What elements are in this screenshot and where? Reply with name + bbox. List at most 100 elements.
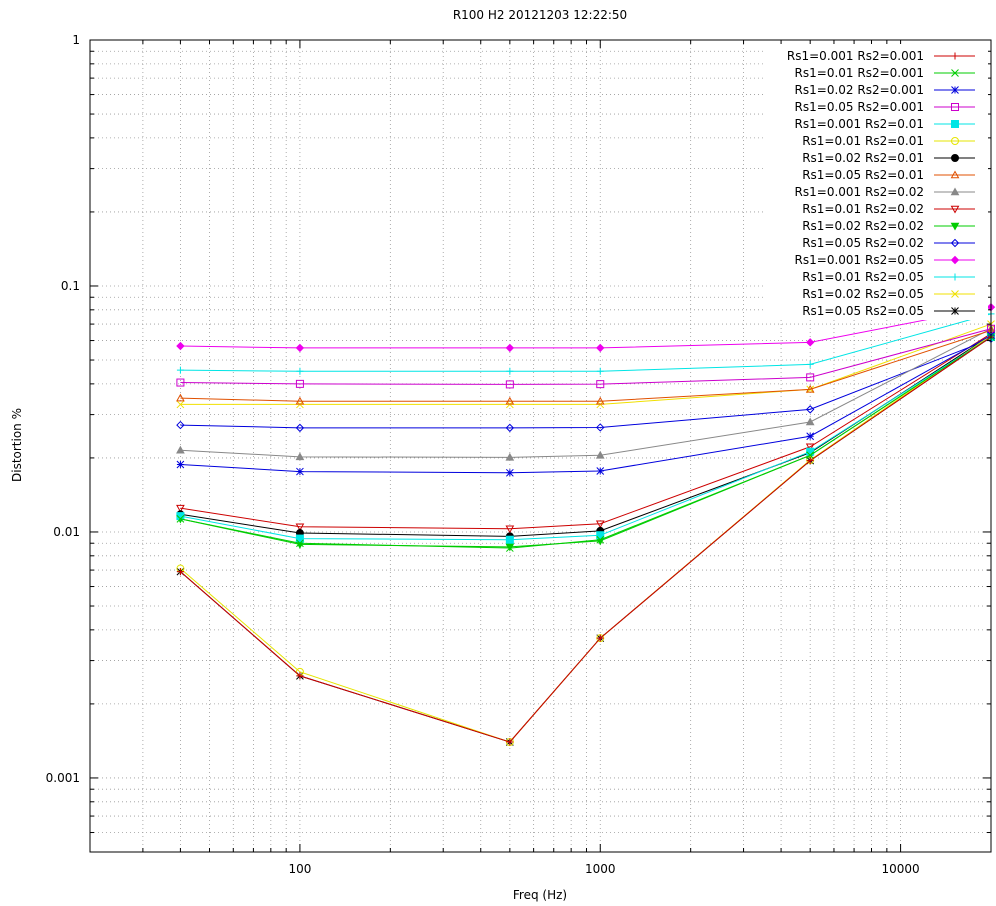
data-point	[295, 396, 305, 405]
data-point	[176, 504, 185, 513]
data-point	[176, 445, 185, 454]
legend-swatch-marker	[951, 290, 959, 298]
x-tick-label: 1000	[585, 862, 616, 876]
x-tick-label: 10000	[881, 862, 919, 876]
legend-swatch-marker	[951, 273, 959, 281]
legend-item: Rs1=0.001 Rs2=0.05	[795, 253, 975, 267]
data-point	[596, 343, 605, 353]
data-point	[596, 423, 605, 432]
data-point	[506, 738, 514, 746]
data-point	[505, 423, 515, 433]
legend-item: Rs1=0.02 Rs2=0.001	[795, 83, 975, 97]
data-point	[505, 535, 514, 544]
data-point	[505, 468, 514, 477]
data-point	[805, 417, 815, 426]
legend-label: Rs1=0.001 Rs2=0.01	[795, 117, 924, 131]
data-point	[296, 467, 304, 476]
data-point	[295, 343, 305, 353]
legend-swatch-marker	[951, 69, 959, 77]
data-point	[805, 443, 815, 452]
data-point	[176, 460, 185, 469]
data-point	[595, 450, 605, 459]
legend-item: Rs1=0.01 Rs2=0.02	[802, 202, 975, 216]
data-point	[595, 396, 605, 405]
series-line	[180, 336, 992, 743]
data-point	[505, 452, 515, 461]
data-point	[295, 423, 305, 433]
series-line	[180, 323, 992, 405]
legend-label: Rs1=0.01 Rs2=0.001	[795, 66, 924, 80]
data-point	[176, 400, 185, 409]
legend-swatch-marker	[950, 255, 960, 265]
data-point	[805, 338, 815, 347]
data-point	[176, 568, 184, 576]
data-point	[296, 539, 304, 548]
legend-swatch-marker	[950, 187, 960, 196]
legend-item: Rs1=0.05 Rs2=0.001	[795, 100, 975, 114]
legend-item: Rs1=0.02 Rs2=0.05	[802, 287, 975, 301]
legend-swatch-marker	[951, 52, 959, 60]
legend-item: Rs1=0.05 Rs2=0.05	[802, 304, 975, 318]
series-line	[180, 306, 992, 349]
legend-item: Rs1=0.02 Rs2=0.02	[802, 219, 975, 233]
data-point	[506, 367, 514, 375]
legend-item: Rs1=0.02 Rs2=0.01	[802, 151, 975, 165]
legend-item: Rs1=0.05 Rs2=0.02	[802, 236, 975, 250]
data-point	[295, 452, 305, 461]
data-point	[595, 520, 605, 529]
data-point	[806, 373, 815, 382]
series-10	[176, 330, 996, 534]
series-12	[176, 334, 996, 433]
data-point	[295, 523, 305, 532]
series-line	[180, 333, 992, 530]
data-point	[505, 543, 515, 552]
series-9	[176, 324, 996, 461]
series-line	[180, 313, 992, 372]
legend-label: Rs1=0.05 Rs2=0.001	[795, 100, 924, 114]
series-line	[180, 336, 992, 541]
legend-swatch-marker	[950, 170, 960, 179]
data-point	[296, 367, 304, 375]
legend-label: Rs1=0.01 Rs2=0.05	[802, 270, 924, 284]
series-line	[180, 329, 992, 402]
legend-label: Rs1=0.05 Rs2=0.05	[802, 304, 924, 318]
legend-item: Rs1=0.001 Rs2=0.02	[795, 185, 975, 199]
legend-swatch-marker	[950, 205, 960, 214]
series-8	[176, 325, 996, 405]
chart-title: R100 H2 20121203 12:22:50	[453, 8, 627, 22]
axes: 100 1000 10000 0.001 0.01 0.1 1	[46, 33, 992, 876]
legend-swatch-marker	[951, 307, 959, 315]
legend-label: Rs1=0.02 Rs2=0.001	[795, 83, 924, 97]
x-axis-label: Freq (Hz)	[513, 888, 567, 902]
data-point	[296, 672, 304, 680]
data-point	[176, 378, 185, 387]
data-point	[176, 341, 185, 351]
legend-label: Rs1=0.001 Rs2=0.001	[787, 49, 924, 63]
y-axis-label: Distortion %	[10, 408, 24, 482]
y-tick-label: 1	[72, 33, 80, 47]
data-point	[596, 535, 605, 544]
legend-label: Rs1=0.02 Rs2=0.01	[802, 151, 924, 165]
legend-label: Rs1=0.05 Rs2=0.02	[802, 236, 924, 250]
data-point	[176, 515, 185, 523]
data-point	[805, 384, 815, 393]
legend: Rs1=0.001 Rs2=0.001 Rs1=0.01 Rs2=0.001 Rs1…	[766, 44, 988, 320]
legend-swatch-marker	[951, 103, 959, 111]
data-point	[505, 396, 515, 405]
legend-swatch-marker	[950, 238, 960, 248]
data-point	[596, 531, 605, 540]
legend-item: Rs1=0.01 Rs2=0.01	[802, 134, 975, 148]
series-line	[180, 338, 992, 429]
data-point	[596, 467, 605, 475]
series-line	[180, 336, 992, 549]
data-point	[596, 634, 604, 642]
data-point	[596, 367, 604, 375]
legend-item: Rs1=0.01 Rs2=0.001	[795, 66, 975, 80]
legend-label: Rs1=0.02 Rs2=0.05	[802, 287, 924, 301]
legend-swatch-marker	[951, 137, 959, 145]
series-line	[180, 334, 992, 474]
x-tick-label: 100	[288, 862, 311, 876]
y-tick-label: 0.001	[46, 771, 80, 785]
plot-frame	[89, 39, 992, 853]
